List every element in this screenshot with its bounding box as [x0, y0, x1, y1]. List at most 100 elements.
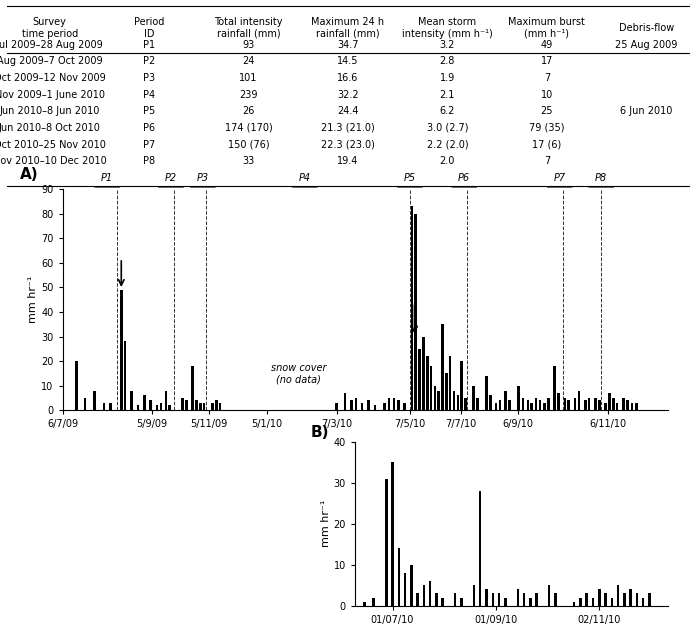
- Bar: [527, 400, 529, 410]
- Bar: [391, 462, 394, 606]
- Bar: [215, 400, 218, 410]
- Bar: [535, 593, 538, 606]
- Bar: [120, 290, 122, 410]
- Bar: [498, 593, 500, 606]
- Bar: [476, 398, 479, 410]
- Bar: [504, 598, 507, 606]
- Text: P4: P4: [299, 173, 311, 182]
- Bar: [588, 398, 590, 410]
- Bar: [410, 565, 413, 606]
- Bar: [211, 403, 214, 410]
- Bar: [489, 396, 491, 410]
- Bar: [623, 593, 626, 606]
- Bar: [585, 593, 588, 606]
- Y-axis label: mm hr⁻¹: mm hr⁻¹: [321, 500, 331, 548]
- Bar: [404, 573, 406, 606]
- Bar: [598, 400, 601, 410]
- Bar: [195, 400, 198, 410]
- Bar: [485, 589, 488, 606]
- Bar: [457, 396, 459, 410]
- Bar: [626, 400, 628, 410]
- Bar: [517, 386, 520, 410]
- Bar: [388, 398, 390, 410]
- Bar: [485, 376, 488, 410]
- Bar: [143, 396, 145, 410]
- Bar: [505, 391, 507, 410]
- Bar: [422, 336, 425, 410]
- Bar: [354, 398, 357, 410]
- Bar: [473, 386, 475, 410]
- Bar: [434, 386, 436, 410]
- Bar: [648, 593, 651, 606]
- Bar: [422, 586, 425, 606]
- Bar: [604, 593, 607, 606]
- Text: P3: P3: [197, 173, 209, 182]
- Bar: [93, 391, 96, 410]
- Bar: [616, 403, 619, 410]
- Bar: [191, 366, 194, 410]
- Y-axis label: mm hr⁻¹: mm hr⁻¹: [29, 276, 38, 324]
- Text: P7: P7: [554, 173, 566, 182]
- Bar: [573, 602, 576, 606]
- Bar: [564, 398, 566, 410]
- Bar: [608, 393, 611, 410]
- Bar: [491, 593, 494, 606]
- Bar: [479, 491, 482, 606]
- Bar: [592, 598, 594, 606]
- Bar: [441, 324, 444, 410]
- Bar: [452, 391, 455, 410]
- Bar: [136, 405, 139, 410]
- Bar: [441, 598, 444, 606]
- Bar: [473, 586, 475, 606]
- Bar: [84, 398, 86, 410]
- Bar: [622, 398, 625, 410]
- Bar: [567, 400, 570, 410]
- Bar: [367, 400, 370, 410]
- Bar: [612, 398, 615, 410]
- Bar: [385, 478, 388, 606]
- Bar: [335, 403, 338, 410]
- Bar: [363, 602, 365, 606]
- Bar: [393, 398, 395, 410]
- Bar: [199, 403, 202, 410]
- Text: P8: P8: [595, 173, 608, 182]
- Bar: [553, 366, 556, 410]
- Bar: [75, 361, 78, 410]
- Bar: [460, 598, 463, 606]
- Bar: [548, 586, 551, 606]
- Bar: [429, 581, 432, 606]
- Bar: [642, 598, 644, 606]
- Bar: [429, 366, 432, 410]
- Bar: [547, 398, 550, 410]
- Bar: [594, 398, 596, 410]
- Bar: [508, 400, 511, 410]
- Bar: [523, 593, 525, 606]
- Bar: [415, 214, 417, 410]
- Bar: [203, 403, 205, 410]
- Bar: [383, 403, 386, 410]
- Bar: [361, 403, 363, 410]
- Bar: [578, 391, 580, 410]
- Bar: [372, 598, 375, 606]
- Text: P6: P6: [458, 173, 470, 182]
- Bar: [554, 593, 557, 606]
- Bar: [374, 405, 377, 410]
- Bar: [635, 593, 638, 606]
- Bar: [530, 403, 533, 410]
- Bar: [159, 403, 162, 410]
- Bar: [539, 400, 541, 410]
- Bar: [557, 393, 560, 410]
- Bar: [185, 400, 187, 410]
- Bar: [464, 398, 467, 410]
- Bar: [529, 598, 532, 606]
- Bar: [631, 403, 633, 410]
- Bar: [156, 405, 158, 410]
- Bar: [535, 398, 537, 410]
- Bar: [109, 403, 112, 410]
- Text: A): A): [20, 167, 39, 182]
- Bar: [629, 589, 632, 606]
- Bar: [124, 341, 127, 410]
- Bar: [495, 403, 498, 410]
- Bar: [219, 403, 221, 410]
- Bar: [445, 374, 448, 410]
